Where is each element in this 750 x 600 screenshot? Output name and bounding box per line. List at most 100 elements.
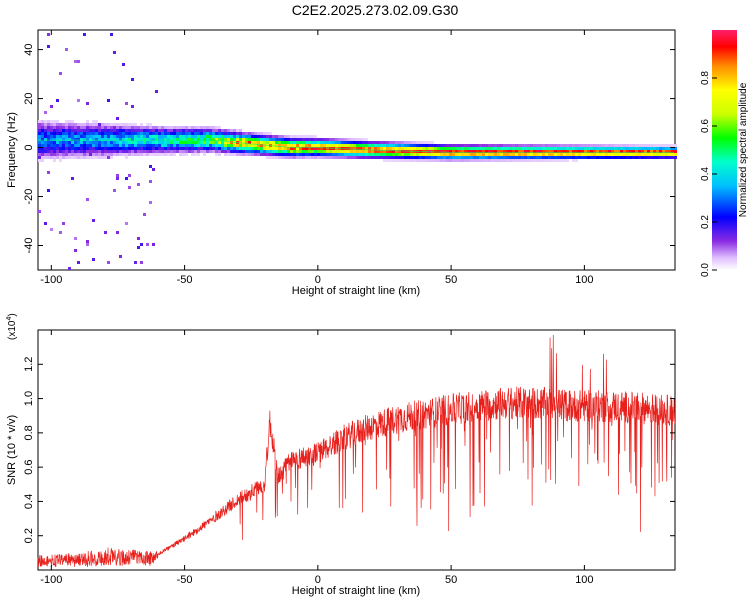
heatmap-cell [218, 153, 221, 156]
heatmap-cell [161, 144, 164, 147]
heatmap-cell [542, 150, 545, 153]
heatmap-cell [158, 129, 161, 132]
heatmap-cell [155, 147, 158, 150]
heatmap-cell [404, 147, 407, 150]
heatmap-cell [548, 144, 551, 147]
heatmap-cell [638, 153, 641, 156]
heatmap-cell [86, 243, 89, 246]
heatmap-cell [416, 159, 419, 162]
heatmap-cell [197, 138, 200, 141]
heatmap-cell [56, 135, 59, 138]
heatmap-cell [122, 126, 125, 129]
heatmap-cell [377, 153, 380, 156]
heatmap-cell [107, 156, 110, 159]
heatmap-cell [644, 153, 647, 156]
heatmap-cell [143, 132, 146, 135]
heatmap-cell [275, 144, 278, 147]
heatmap-cell [674, 150, 677, 153]
heatmap-cell [68, 153, 71, 156]
heatmap-cell [521, 153, 524, 156]
snr-multiplier-close: ) [7, 313, 18, 316]
heatmap-cell [272, 156, 275, 159]
heatmap-cell [74, 147, 77, 150]
heatmap-cell [116, 123, 119, 126]
x-tick-label: 50 [445, 274, 457, 286]
heatmap-cell [125, 135, 128, 138]
heatmap-cell [119, 123, 122, 126]
heatmap-cell [665, 144, 668, 147]
heatmap-cell [116, 231, 119, 234]
heatmap-cell [83, 138, 86, 141]
heatmap-cell [50, 132, 53, 135]
heatmap-cell [41, 138, 44, 141]
heatmap-cell [134, 141, 137, 144]
heatmap-cell [104, 129, 107, 132]
heatmap-cell [413, 144, 416, 147]
heatmap-cell [113, 126, 116, 129]
heatmap-cell [218, 147, 221, 150]
heatmap-cell [434, 156, 437, 159]
heatmap-cell [41, 141, 44, 144]
heatmap-cell [623, 156, 626, 159]
heatmap-cell [314, 156, 317, 159]
heatmap-cell [407, 147, 410, 150]
heatmap-cell [632, 156, 635, 159]
heatmap-cell [185, 138, 188, 141]
heatmap-cell [446, 150, 449, 153]
heatmap-cell [485, 144, 488, 147]
heatmap-cell [668, 153, 671, 156]
heatmap-cell [662, 153, 665, 156]
heatmap-cell [563, 153, 566, 156]
heatmap-cell [98, 156, 101, 159]
heatmap-cell [128, 147, 131, 150]
heatmap-cell [128, 153, 131, 156]
heatmap-cell [281, 141, 284, 144]
heatmap-cell [665, 150, 668, 153]
heatmap-cell [80, 138, 83, 141]
heatmap-cell [173, 144, 176, 147]
heatmap-cell [647, 147, 650, 150]
heatmap-cell [557, 147, 560, 150]
heatmap-cell [428, 147, 431, 150]
heatmap-cell [377, 141, 380, 144]
heatmap-cell [119, 135, 122, 138]
heatmap-cell [62, 144, 65, 147]
heatmap-cell [545, 159, 548, 162]
heatmap-cell [530, 150, 533, 153]
heatmap-cell [152, 126, 155, 129]
heatmap-cell [542, 147, 545, 150]
heatmap-cell [434, 159, 437, 162]
heatmap-cell [173, 129, 176, 132]
heatmap-cell [299, 144, 302, 147]
heatmap-cell [236, 147, 239, 150]
heatmap-cell [77, 99, 80, 102]
heatmap-cell [359, 147, 362, 150]
heatmap-cell [293, 147, 296, 150]
heatmap-cell [536, 153, 539, 156]
heatmap-cell [185, 132, 188, 135]
heatmap-cell [371, 141, 374, 144]
heatmap-cell [146, 141, 149, 144]
heatmap-cell [149, 144, 152, 147]
heatmap-cell [254, 138, 257, 141]
heatmap-cell [515, 147, 518, 150]
heatmap-cell [500, 153, 503, 156]
heatmap-cell [287, 135, 290, 138]
heatmap-cell [266, 135, 269, 138]
heatmap-cell [182, 153, 185, 156]
heatmap-cell [500, 144, 503, 147]
heatmap-cell [470, 159, 473, 162]
snr-x-ticks: -100 -50 0 50 100 [40, 330, 594, 586]
heatmap-cell [536, 147, 539, 150]
heatmap-cell [332, 144, 335, 147]
heatmap-cell [86, 240, 89, 243]
heatmap-cell [74, 153, 77, 156]
heatmap-cell [437, 159, 440, 162]
heatmap-cell [512, 156, 515, 159]
heatmap-cell [428, 156, 431, 159]
heatmap-cell [86, 141, 89, 144]
heatmap-cell [284, 141, 287, 144]
heatmap-cell [527, 159, 530, 162]
heatmap-cell [449, 159, 452, 162]
